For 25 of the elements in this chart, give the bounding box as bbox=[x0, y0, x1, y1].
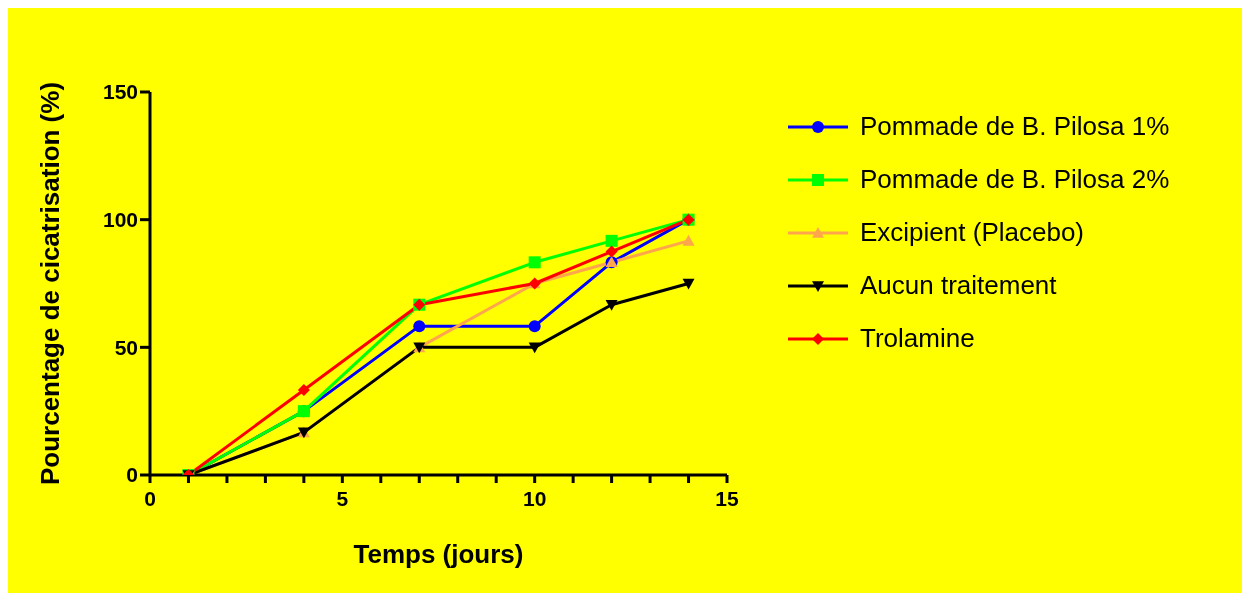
x-axis-title: Temps (jours) bbox=[353, 539, 524, 570]
point bbox=[605, 234, 618, 247]
y-tick-label: 150 bbox=[102, 80, 138, 104]
legend-label: Aucun traitement bbox=[860, 270, 1057, 301]
x-tick-label: 10 bbox=[522, 486, 547, 510]
point bbox=[297, 383, 310, 396]
point bbox=[682, 278, 695, 290]
point bbox=[528, 320, 541, 333]
legend-label: Excipient (Placebo) bbox=[860, 217, 1084, 248]
x-tick-label: 5 bbox=[336, 486, 349, 510]
x-tick-label: 15 bbox=[715, 486, 739, 510]
y-tick-label: 0 bbox=[126, 463, 138, 487]
y-axis-title: Pourcentage de cicatrisation (%) bbox=[35, 81, 66, 486]
y-tick-label: 50 bbox=[114, 335, 138, 359]
point bbox=[605, 299, 618, 311]
legend-label: Pommade de B. Pilosa 2% bbox=[860, 164, 1170, 195]
point bbox=[605, 245, 618, 258]
point bbox=[528, 256, 541, 269]
x-tick-label: 0 bbox=[144, 486, 156, 510]
y-tick-label: 100 bbox=[102, 208, 138, 232]
point bbox=[528, 342, 541, 354]
point bbox=[413, 320, 426, 333]
legend-label: Trolamine bbox=[860, 323, 975, 354]
point bbox=[682, 234, 695, 246]
legend-label: Pommade de B. Pilosa 1% bbox=[860, 111, 1170, 142]
